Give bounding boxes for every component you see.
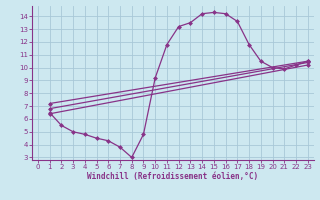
X-axis label: Windchill (Refroidissement éolien,°C): Windchill (Refroidissement éolien,°C): [87, 172, 258, 181]
